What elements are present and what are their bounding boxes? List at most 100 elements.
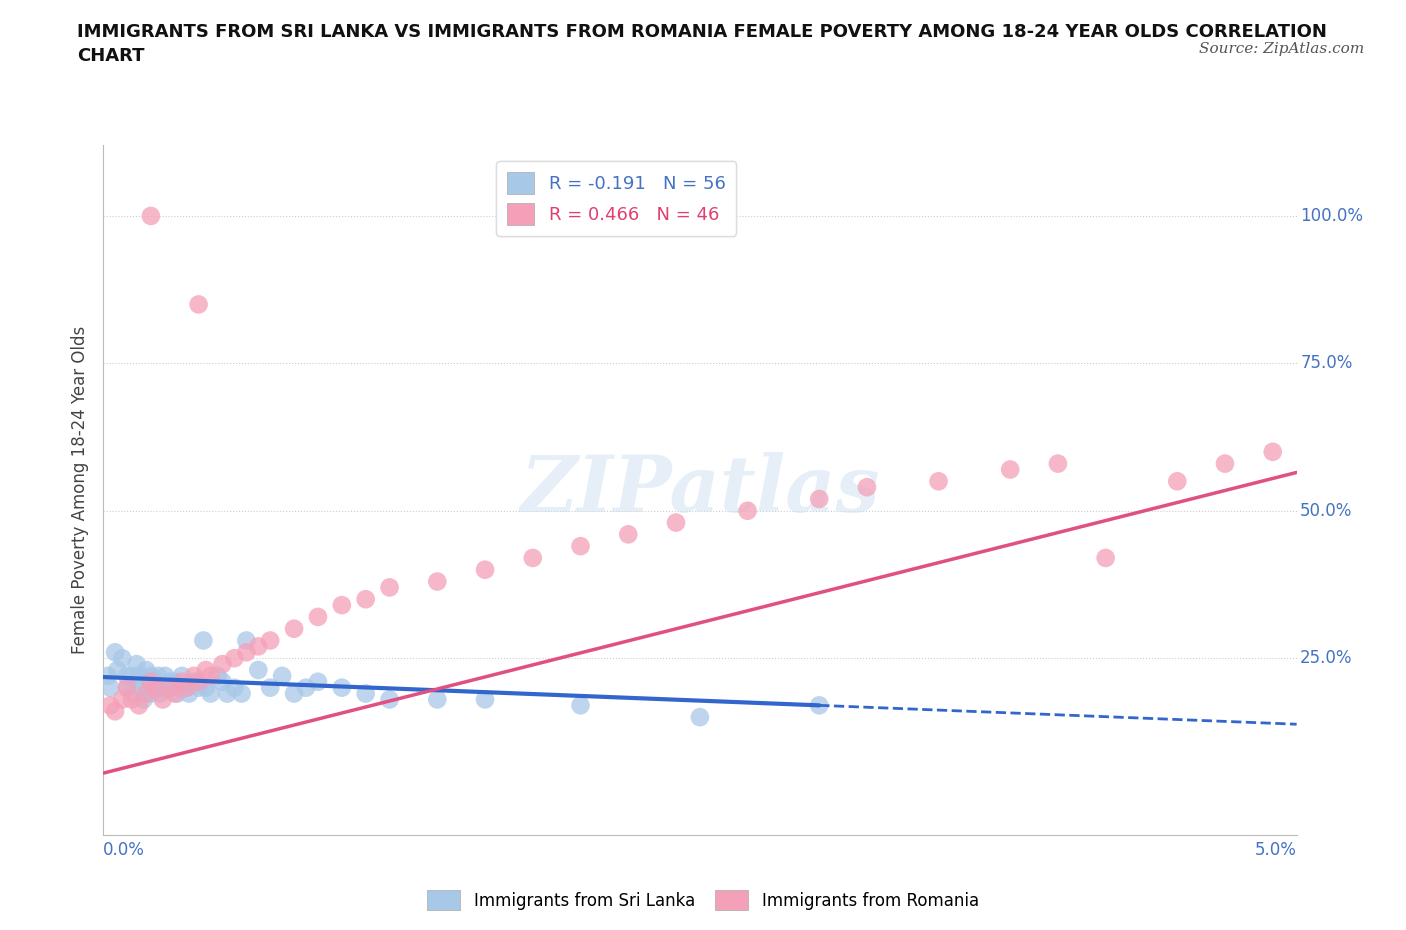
Point xyxy=(122,686,145,701)
Point xyxy=(211,674,233,689)
Point xyxy=(163,686,186,701)
Text: 5.0%: 5.0% xyxy=(1254,841,1296,859)
Point xyxy=(139,669,162,684)
Point xyxy=(224,680,246,695)
Point xyxy=(1046,457,1069,472)
Point xyxy=(247,639,270,654)
Point xyxy=(131,680,153,695)
Point xyxy=(354,686,377,701)
Point xyxy=(271,669,294,684)
Point xyxy=(159,674,181,689)
Point xyxy=(107,662,129,677)
Point xyxy=(194,662,217,677)
Point xyxy=(135,662,157,677)
Point xyxy=(200,669,222,684)
Point xyxy=(689,710,711,724)
Point xyxy=(295,680,318,695)
Text: 100.0%: 100.0% xyxy=(1301,207,1364,225)
Point xyxy=(283,621,305,636)
Point xyxy=(235,633,257,648)
Point xyxy=(283,686,305,701)
Point xyxy=(170,674,193,689)
Point xyxy=(145,674,167,689)
Point xyxy=(145,680,167,695)
Point xyxy=(187,674,209,689)
Point xyxy=(808,492,831,507)
Point xyxy=(193,633,215,648)
Point xyxy=(808,698,831,712)
Point xyxy=(139,686,162,701)
Point xyxy=(378,580,401,595)
Point xyxy=(115,680,138,695)
Point xyxy=(247,662,270,677)
Point xyxy=(98,680,121,695)
Point xyxy=(104,704,127,719)
Point xyxy=(152,692,174,707)
Point xyxy=(522,551,544,565)
Point xyxy=(426,692,449,707)
Point xyxy=(176,680,198,695)
Point xyxy=(330,680,353,695)
Point xyxy=(183,674,205,689)
Point xyxy=(211,657,233,671)
Text: ZIPatlas: ZIPatlas xyxy=(520,452,880,528)
Text: IMMIGRANTS FROM SRI LANKA VS IMMIGRANTS FROM ROMANIA FEMALE POVERTY AMONG 18-24 : IMMIGRANTS FROM SRI LANKA VS IMMIGRANTS … xyxy=(77,23,1327,65)
Point xyxy=(474,563,496,578)
Text: Source: ZipAtlas.com: Source: ZipAtlas.com xyxy=(1198,42,1364,56)
Point xyxy=(235,644,257,659)
Point xyxy=(111,692,134,707)
Point xyxy=(163,674,186,689)
Point xyxy=(170,669,193,684)
Text: 25.0%: 25.0% xyxy=(1301,649,1353,667)
Point xyxy=(98,698,121,712)
Legend: Immigrants from Sri Lanka, Immigrants from Romania: Immigrants from Sri Lanka, Immigrants fr… xyxy=(420,884,986,917)
Point xyxy=(217,686,239,701)
Point xyxy=(224,651,246,666)
Point xyxy=(378,692,401,707)
Point xyxy=(142,680,165,695)
Point xyxy=(132,692,155,707)
Text: 50.0%: 50.0% xyxy=(1301,502,1353,520)
Point xyxy=(737,503,759,518)
Legend: R = -0.191   N = 56, R = 0.466   N = 46: R = -0.191 N = 56, R = 0.466 N = 46 xyxy=(496,161,737,236)
Point xyxy=(187,680,209,695)
Point xyxy=(135,686,157,701)
Point xyxy=(259,680,281,695)
Point xyxy=(121,669,143,684)
Point xyxy=(200,686,222,701)
Point xyxy=(998,462,1021,477)
Point xyxy=(183,669,205,684)
Point xyxy=(153,669,176,684)
Point xyxy=(128,698,150,712)
Point xyxy=(354,591,377,606)
Point xyxy=(97,669,120,684)
Point xyxy=(104,644,127,659)
Point xyxy=(194,680,217,695)
Point xyxy=(128,669,150,684)
Point xyxy=(125,657,148,671)
Point xyxy=(426,574,449,589)
Point xyxy=(307,609,329,624)
Point xyxy=(474,692,496,707)
Point xyxy=(569,698,592,712)
Point xyxy=(187,297,209,312)
Point xyxy=(928,474,950,489)
Point xyxy=(1261,445,1284,459)
Point xyxy=(617,527,640,542)
Point xyxy=(330,598,353,613)
Point xyxy=(146,669,169,684)
Point xyxy=(149,686,172,701)
Text: 75.0%: 75.0% xyxy=(1301,354,1353,372)
Point xyxy=(159,680,181,695)
Point xyxy=(856,480,879,495)
Point xyxy=(176,680,198,695)
Point xyxy=(307,674,329,689)
Point xyxy=(166,686,188,701)
Point xyxy=(207,669,229,684)
Point xyxy=(152,680,174,695)
Point xyxy=(115,669,138,684)
Point xyxy=(115,680,138,695)
Point xyxy=(1213,457,1236,472)
Point xyxy=(111,651,134,666)
Point xyxy=(1166,474,1188,489)
